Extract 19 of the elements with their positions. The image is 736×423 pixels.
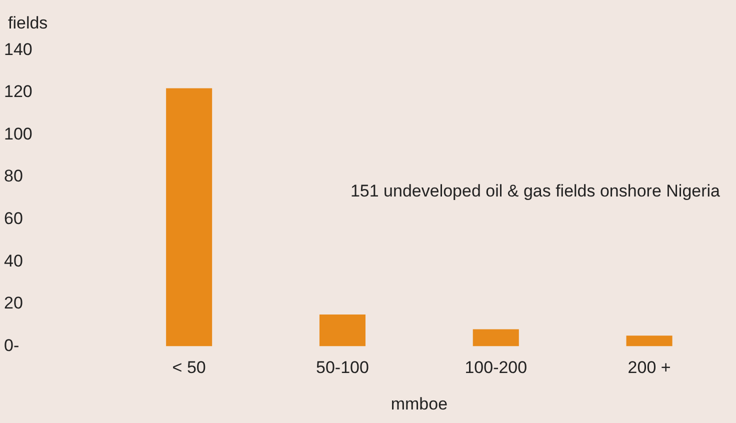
y-tick-label: 140 (4, 40, 32, 59)
bar (472, 329, 519, 346)
x-tick-label: 50-100 (316, 358, 369, 378)
y-tick-label: 100 (4, 124, 32, 144)
y-tick-label: 80 (4, 166, 23, 186)
annotation: 151 undeveloped oil & gas fields onshore Nigeria (350, 182, 721, 201)
x-axis-title: mmboe (390, 394, 448, 414)
y-tick-label: 40 (4, 251, 23, 270)
y-axis-title: fields (8, 14, 48, 33)
y-tick-label: 120 (4, 82, 32, 102)
x-tick-label: < 50 (172, 358, 206, 378)
bar (626, 336, 672, 346)
x-tick-label: 200 + (628, 358, 671, 378)
x-tick-label: 100-200 (464, 358, 528, 378)
y-tick-label: 0- (4, 336, 20, 355)
bar (166, 88, 212, 346)
y-tick-label: 60 (4, 209, 23, 228)
bar (319, 314, 366, 346)
y-tick-label: 20 (4, 294, 23, 313)
